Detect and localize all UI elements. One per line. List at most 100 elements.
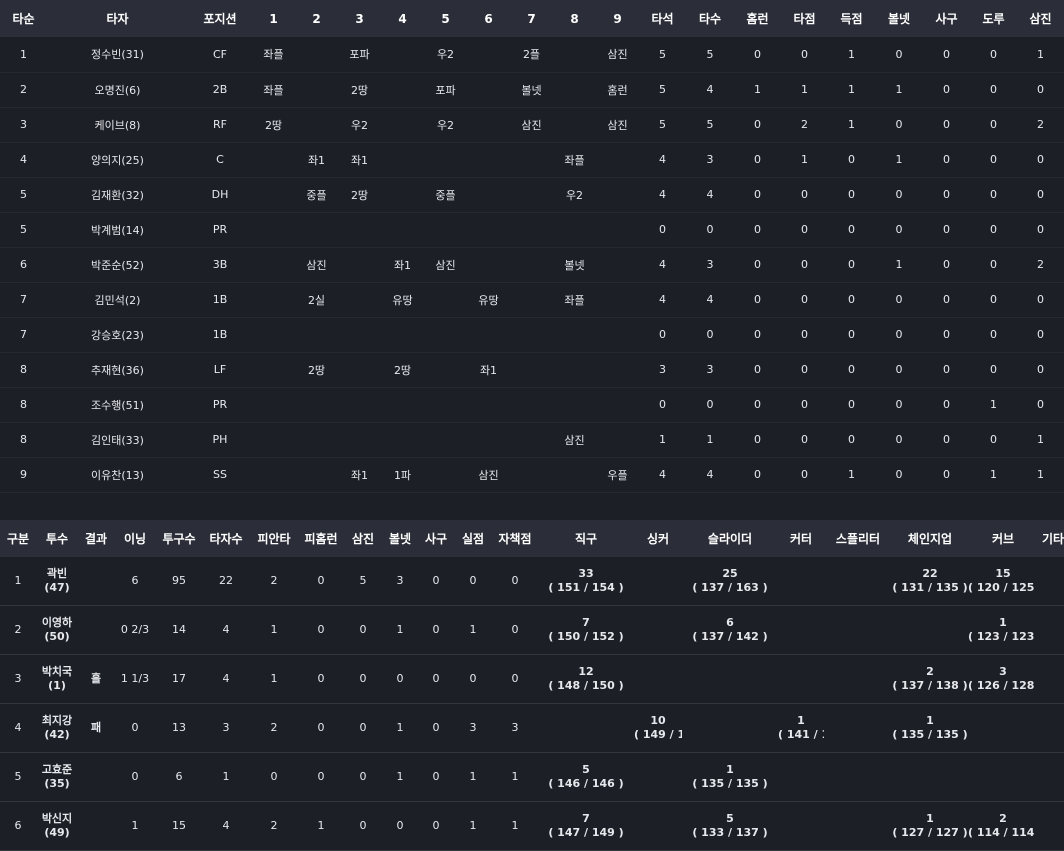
inning-result: [338, 247, 381, 282]
inning-result: [295, 37, 338, 72]
batter-position: PR: [212, 223, 228, 236]
batter-position: SS: [213, 468, 227, 481]
batter-position: RF: [213, 118, 227, 131]
inning-result: [252, 212, 295, 247]
stat-at-bats: 3: [706, 258, 714, 271]
stat-home-runs-allowed: 0: [317, 573, 325, 587]
stat-earned-runs: 1: [511, 770, 519, 783]
inning-result: 중플: [306, 188, 327, 202]
stat-home-runs-allowed: 0: [317, 770, 325, 783]
inning-result: 좌플: [564, 293, 585, 307]
stat-rbi: 0: [801, 293, 808, 306]
stat-walks: 0: [895, 433, 903, 446]
inning-result: [338, 422, 381, 457]
stat-innings: 6: [131, 573, 139, 587]
stat-plate-appearances: 5: [659, 47, 666, 61]
stat-stolen-bases: 0: [990, 118, 997, 131]
table-row: 9 이유찬(13) SS 좌1 1파 삼진 우플 4 4 0 0 1 0 0 1 1: [0, 457, 1064, 492]
pitch-count: 2: [926, 665, 934, 678]
inning-result: 중플: [435, 188, 456, 202]
inning-result: [510, 177, 553, 212]
stat-plate-appearances: 4: [659, 188, 666, 201]
inning-result: 우2: [565, 188, 584, 202]
stat-rbi: 0: [801, 258, 808, 271]
pitch-splitter: [824, 704, 892, 753]
pitching-header-cell: 볼넷: [388, 531, 412, 546]
stat-home-runs: 0: [754, 118, 761, 131]
inning-result: [381, 37, 424, 72]
stat-strikeouts: 1: [1037, 433, 1044, 446]
stat-plate-appearances: 0: [659, 398, 666, 411]
pitch-speed-range: ( 151 / 154 ): [548, 580, 624, 594]
pitch-count: 22: [922, 566, 938, 580]
stat-strikeouts: 0: [1037, 83, 1044, 96]
inning-result: 2땅: [264, 118, 283, 132]
stat-hit-by-pitch: 0: [943, 433, 950, 446]
stat-strikeouts: 0: [1037, 398, 1044, 411]
batter-name: 김인태(33): [91, 433, 144, 447]
stat-walks: 1: [895, 258, 903, 271]
batter-position: 1B: [212, 293, 228, 306]
pitcher-name: 최지강: [41, 714, 73, 727]
inning-result: 포파: [435, 83, 456, 97]
inning-result: [381, 422, 424, 457]
stat-stolen-bases: 0: [990, 433, 997, 446]
stat-rbi: 0: [801, 468, 808, 481]
pitch-slider: [682, 655, 778, 704]
inning-result: 좌1: [350, 468, 369, 482]
pitcher-index: 2: [14, 623, 22, 636]
batting-header-cell: 타순: [12, 12, 35, 26]
stat-rbi: 1: [801, 153, 808, 166]
stat-innings: 0: [131, 770, 139, 783]
stat-strikeouts: 2: [1037, 118, 1044, 131]
stat-runs: 1: [848, 468, 855, 481]
inning-result: 볼넷: [521, 83, 542, 97]
stat-hit-by-pitch: 0: [943, 83, 950, 96]
inning-result: [424, 352, 467, 387]
pitch-count: 25: [722, 566, 738, 580]
pitch-slider: [682, 704, 778, 753]
pitch-splitter: [824, 802, 892, 851]
inning-result: 2땅: [307, 363, 326, 377]
batting-order: 7: [20, 293, 27, 306]
batting-order: 5: [20, 223, 27, 236]
pitch-speed-range: ( 150 / 152 ): [548, 630, 624, 643]
stat-innings: 1: [131, 819, 139, 832]
batting-order: 9: [20, 468, 27, 481]
pitching-header-cell: 투구수: [162, 531, 196, 546]
stat-strikeouts: 0: [359, 770, 367, 783]
pitching-body: 1 곽빈 (47) 6 95 22 2 0 5 3 0 0 0 33( 151 / 154 ) 25( 13…: [0, 557, 1064, 851]
stat-strikeouts: 0: [1037, 188, 1044, 201]
stat-hits-allowed: 0: [270, 770, 278, 783]
batting-order: 8: [20, 398, 27, 411]
batting-header-cell: 1: [269, 11, 278, 26]
table-row: 3 박치국 (1) 홀 1 1/3 17 4 1 0 0 0 0 0 0 12( 148 / 150 ) 2(…: [0, 655, 1064, 704]
inning-result: [252, 177, 295, 212]
inning-result: 삼진: [478, 468, 499, 482]
batting-order: 5: [20, 188, 27, 201]
pitcher-result: 홀: [90, 672, 102, 685]
pitch-count: 12: [578, 665, 594, 678]
stat-earned-runs: 0: [511, 623, 519, 636]
inning-result: [467, 212, 510, 247]
batter-name: 케이브(8): [94, 118, 141, 132]
pitch-splitter: [824, 606, 892, 655]
stat-runs: 0: [848, 223, 855, 236]
inning-result: 2땅: [393, 363, 412, 377]
pitch-fastball: 7( 147 / 149 ): [538, 802, 634, 851]
batting-header-cell: 3: [355, 11, 364, 26]
stat-runs: 0: [848, 188, 855, 201]
batter-position: 2B: [212, 83, 228, 96]
stat-batters-faced: 4: [222, 623, 230, 636]
stat-stolen-bases: 1: [990, 398, 997, 411]
pitch-other: [1038, 655, 1064, 704]
stat-home-runs: 0: [754, 398, 761, 411]
pitch-changeup: 1( 127 / 127 ): [892, 802, 968, 851]
inning-result: [467, 387, 510, 422]
pitch-speed-range: ( 137 / 142 ): [692, 630, 768, 643]
inning-result: [510, 247, 553, 282]
inning-result: [295, 72, 338, 107]
inning-result: 좌플: [263, 48, 284, 62]
stat-strikeouts: 0: [1037, 328, 1044, 341]
pitch-speed-range: ( 114 / 114 ): [968, 826, 1038, 839]
